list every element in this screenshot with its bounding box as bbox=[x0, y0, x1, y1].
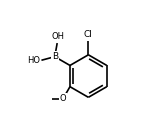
Text: OH: OH bbox=[52, 32, 65, 42]
Text: HO: HO bbox=[27, 56, 40, 65]
Text: Cl: Cl bbox=[84, 30, 93, 39]
Text: B: B bbox=[52, 52, 58, 61]
Text: O: O bbox=[60, 94, 66, 103]
